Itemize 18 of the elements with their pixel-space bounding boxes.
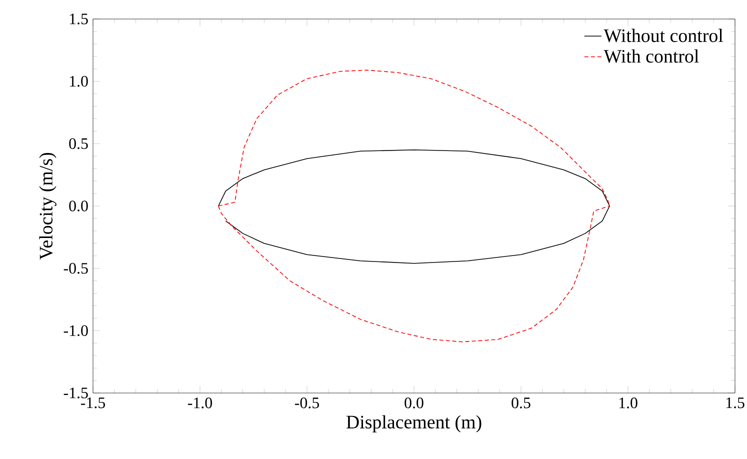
x-tick-label: -1.5 bbox=[80, 398, 105, 408]
y-tick-label: 1.0 bbox=[70, 76, 88, 87]
x-tick-label: 0.5 bbox=[512, 398, 530, 408]
legend-label: Without control bbox=[604, 28, 724, 42]
x-tick-label: 1.5 bbox=[726, 398, 744, 408]
y-tick-label: -1.0 bbox=[64, 325, 88, 336]
y-tick-label: 1.5 bbox=[70, 14, 88, 24]
x-tick-label: -0.5 bbox=[294, 398, 319, 408]
y-tick-label: -0.5 bbox=[64, 262, 88, 274]
y-tick-label: 0.0 bbox=[69, 200, 88, 212]
y-tick-label: 0.5 bbox=[69, 138, 88, 150]
x-axis-title: Displacement (m) bbox=[346, 415, 482, 432]
x-tick-label: 0.0 bbox=[404, 398, 424, 408]
y-axis-title: Velocity (m/s) bbox=[39, 152, 56, 260]
x-tick-label: -1.0 bbox=[188, 398, 212, 408]
y-tick-label: -1.5 bbox=[64, 388, 88, 398]
x-tick-label: 1.0 bbox=[619, 398, 638, 408]
legend-label: With control bbox=[604, 49, 699, 63]
